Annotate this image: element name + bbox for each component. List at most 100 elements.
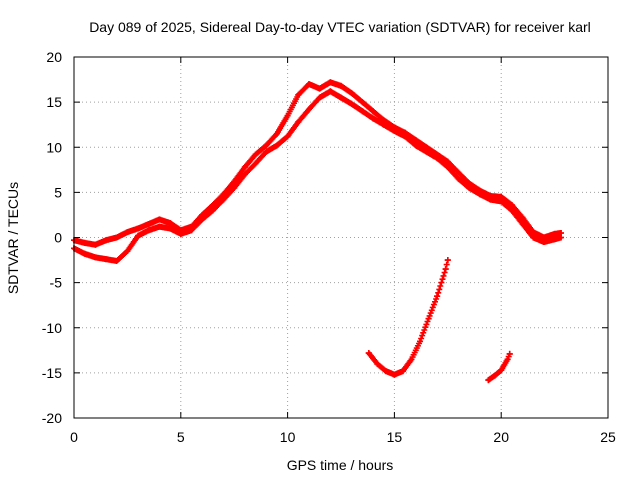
y-tick-label: -15 (42, 365, 62, 381)
data-point (241, 171, 248, 178)
data-point (113, 234, 120, 241)
data-point (220, 196, 227, 203)
data-point (252, 151, 259, 158)
data-point (466, 180, 473, 187)
data-point (498, 193, 505, 200)
data-point (423, 144, 430, 151)
series-lower-arc-1 (365, 257, 451, 378)
data-point (530, 229, 537, 236)
x-tick-label: 20 (493, 429, 509, 445)
data-point (273, 142, 280, 149)
data-point (519, 214, 526, 221)
data-point (359, 99, 366, 106)
data-point (391, 124, 398, 131)
data-point (135, 225, 142, 232)
data-point (348, 90, 355, 97)
data-point (442, 266, 449, 273)
data-point (209, 207, 216, 214)
data-point (359, 108, 366, 115)
data-point (476, 187, 483, 194)
series-marks (71, 79, 564, 248)
y-tick-label: 15 (46, 94, 62, 110)
data-point (263, 142, 270, 149)
data-point (295, 118, 302, 125)
series-lower-arc-2 (485, 350, 513, 384)
x-tick-label: 5 (177, 429, 185, 445)
data-point (540, 234, 547, 241)
data-point (92, 254, 99, 261)
y-tick-label: 10 (46, 139, 62, 155)
data-point (444, 164, 451, 171)
data-point (434, 151, 441, 158)
data-series (71, 79, 565, 384)
data-point (506, 350, 513, 357)
y-tick-label: 5 (54, 184, 62, 200)
data-point (417, 338, 424, 345)
data-point (231, 184, 238, 191)
data-point (145, 220, 152, 227)
data-point (370, 108, 377, 115)
data-point (209, 202, 216, 209)
data-point (551, 236, 558, 243)
data-point (327, 79, 334, 86)
data-point (391, 371, 398, 378)
y-tick-label: -20 (42, 410, 62, 426)
data-point (370, 115, 377, 122)
data-point (425, 315, 432, 322)
data-point (374, 360, 381, 367)
data-point (199, 211, 206, 218)
data-point (92, 241, 99, 248)
data-point (444, 257, 451, 264)
data-point (508, 202, 515, 209)
data-point (316, 85, 323, 92)
data-point (81, 250, 88, 257)
data-point (167, 220, 174, 227)
x-tick-label: 15 (387, 429, 403, 445)
data-point (263, 148, 270, 155)
data-point (124, 229, 131, 236)
data-point (295, 91, 302, 98)
data-point (434, 293, 441, 300)
y-tick-label: -10 (42, 320, 62, 336)
y-tick-label: -5 (50, 275, 63, 291)
data-point (316, 94, 323, 101)
data-point (231, 178, 238, 185)
data-point (113, 257, 120, 264)
data-point (252, 160, 259, 167)
data-point (380, 117, 387, 124)
x-tick-label: 10 (280, 429, 296, 445)
data-point (103, 237, 110, 244)
data-point (305, 106, 312, 113)
data-point (135, 232, 142, 239)
data-point (273, 130, 280, 137)
data-point (487, 192, 494, 199)
series-marks (365, 257, 451, 378)
axis-ticks: 0 5 10 15 20 25 -20 -15 -10 -5 0 5 10 15 20 (42, 49, 616, 445)
data-point (558, 229, 565, 236)
data-point (498, 367, 505, 374)
data-point (305, 81, 312, 88)
y-axis-label: SDTVAR / TECUs (5, 182, 21, 294)
data-point (338, 94, 344, 101)
x-tick-label: 25 (600, 429, 616, 445)
data-point (408, 356, 415, 363)
data-point (284, 133, 291, 140)
data-point (491, 372, 498, 379)
data-point (156, 223, 163, 230)
data-point (485, 377, 492, 384)
data-point (444, 158, 451, 165)
data-point (412, 137, 419, 144)
x-tick-label: 0 (70, 429, 78, 445)
data-point (103, 256, 110, 263)
data-point (284, 112, 291, 119)
data-point (551, 230, 558, 237)
data-point (399, 368, 406, 375)
data-point (177, 227, 184, 234)
data-point (81, 239, 88, 246)
data-point (338, 82, 344, 89)
data-point (530, 234, 537, 241)
x-axis-label: GPS time / hours (287, 457, 394, 473)
data-point (241, 164, 248, 171)
data-point (167, 225, 174, 232)
